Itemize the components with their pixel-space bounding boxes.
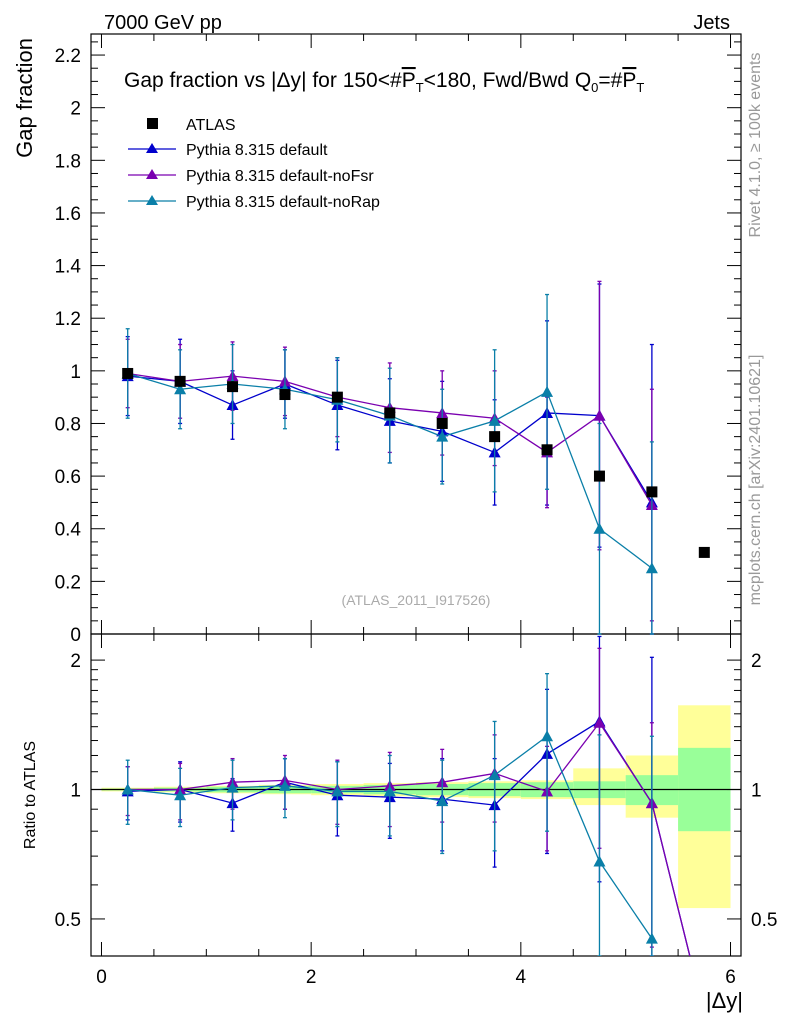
- ratio-mc-point: [645, 932, 658, 944]
- main-y-tick-label: 2.2: [55, 46, 81, 67]
- x-tick-label: 6: [725, 967, 736, 988]
- main-data-layer: [121, 280, 710, 635]
- main-mc-point: [645, 562, 658, 574]
- ratio-y-tick-label: 1: [70, 781, 81, 802]
- ratio-mc-point: [174, 789, 187, 801]
- main-y-tick-label: 0.8: [55, 414, 81, 435]
- legend-nofsr-marker: [146, 169, 158, 179]
- main-y-tick-label: 0.4: [55, 520, 82, 541]
- mc-uncertainty-band: [101, 705, 731, 909]
- main-y-tick-label: 1.4: [55, 257, 82, 278]
- ratio-mc-point: [121, 783, 134, 795]
- ratio-y-tick-label-right: 0.5: [751, 910, 777, 931]
- x-tick-label: 2: [306, 967, 317, 988]
- ratio-y-axis: 0.5 0.5 1 1 2 2: [55, 651, 778, 931]
- main-mc-point: [541, 385, 554, 397]
- rivet-label: Rivet 4.1.0, ≥ 100k events: [747, 53, 764, 238]
- main-mc-point: [174, 383, 187, 395]
- chart-title: Gap fraction vs |Δy| for 150<#PT<180, Fw…: [124, 69, 644, 95]
- atlas-data-point: [174, 375, 186, 387]
- main-mc-point: [488, 414, 501, 426]
- ratio-series-group: [121, 635, 691, 956]
- ratio-y-tick-label-right: 1: [751, 781, 762, 802]
- main-y-axis: 0 0.2 0.4 0.6 0.8 1 1.2 1.4 1.6 1.8 2 2.2: [55, 41, 741, 646]
- main-y-tick-label: 0.2: [55, 572, 81, 593]
- legend-norap-label: Pythia 8.315 default-noRap: [186, 194, 380, 211]
- ratio-ylabel: Ratio to ATLAS: [22, 741, 39, 849]
- atlas-data-point: [646, 486, 658, 498]
- ratio-mc-point: [226, 781, 239, 793]
- ratio-mc-point: [383, 785, 396, 797]
- atlas-data-point: [227, 381, 239, 393]
- x-axis: 0 2 4 6: [96, 34, 736, 988]
- analysis-watermark: (ATLAS_2011_I917526): [342, 592, 491, 608]
- main-mc-point: [593, 409, 606, 421]
- ratio-mc-point: [488, 769, 501, 781]
- main-mc-point: [436, 430, 449, 442]
- atlas-data-point: [489, 431, 501, 443]
- x-tick-label: 4: [516, 967, 527, 988]
- main-y-tick-label: 0: [70, 625, 81, 646]
- main-y-tick-label: 1.2: [55, 309, 81, 330]
- ratio-mc-point: [278, 779, 291, 791]
- legend-default-marker: [146, 143, 158, 153]
- main-mc-point: [593, 522, 606, 534]
- ratio-mc-point: [593, 716, 606, 728]
- legend-norap-marker: [146, 195, 158, 205]
- ratio-series-line: [127, 720, 691, 956]
- main-y-tick-label: 2: [70, 99, 81, 120]
- ratio-data-layer: [121, 635, 691, 956]
- legend-default-label: Pythia 8.315 default: [186, 142, 328, 159]
- atlas-data-point: [331, 391, 343, 403]
- legend-nofsr-label: Pythia 8.315 default-noFsr: [186, 168, 374, 185]
- ratio-mc-point: [331, 785, 344, 797]
- atlas-data-point: [279, 389, 291, 401]
- main-y-tick-label: 0.6: [55, 467, 81, 488]
- x-axis-label: |Δy|: [706, 988, 743, 1013]
- atlas-data-point: [436, 417, 448, 429]
- atlas-data-point: [698, 546, 710, 558]
- legend: ATLAS Pythia 8.315 default Pythia 8.315 …: [128, 117, 380, 211]
- atlas-data-point: [122, 367, 134, 379]
- ratio-mc-point: [436, 795, 449, 807]
- atlas-data-point: [593, 470, 605, 482]
- x-tick-label: 0: [96, 967, 107, 988]
- mcplots-label: mcplots.cern.ch [arXiv:2401.10621]: [747, 355, 764, 606]
- ratio-y-tick-label: 2: [70, 651, 81, 672]
- ratio-mc-point: [593, 855, 606, 867]
- atlas-data-point: [384, 407, 396, 419]
- main-y-tick-label: 1.8: [55, 151, 81, 172]
- ratio-y-tick-label: 0.5: [55, 910, 81, 931]
- ratio-mc-point: [541, 730, 554, 742]
- ratio-series-line: [127, 721, 691, 956]
- legend-atlas-label: ATLAS: [186, 117, 236, 134]
- header-energy: 7000 GeV pp: [104, 12, 222, 34]
- main-y-tick-label: 1.6: [55, 204, 81, 225]
- header-jets: Jets: [693, 12, 730, 34]
- ratio-y-tick-label-right: 2: [751, 651, 762, 672]
- atlas-data-point: [541, 444, 553, 456]
- main-ylabel: Gap fraction: [12, 38, 37, 158]
- main-y-tick-label: 1: [70, 362, 81, 383]
- legend-atlas-marker: [147, 118, 158, 129]
